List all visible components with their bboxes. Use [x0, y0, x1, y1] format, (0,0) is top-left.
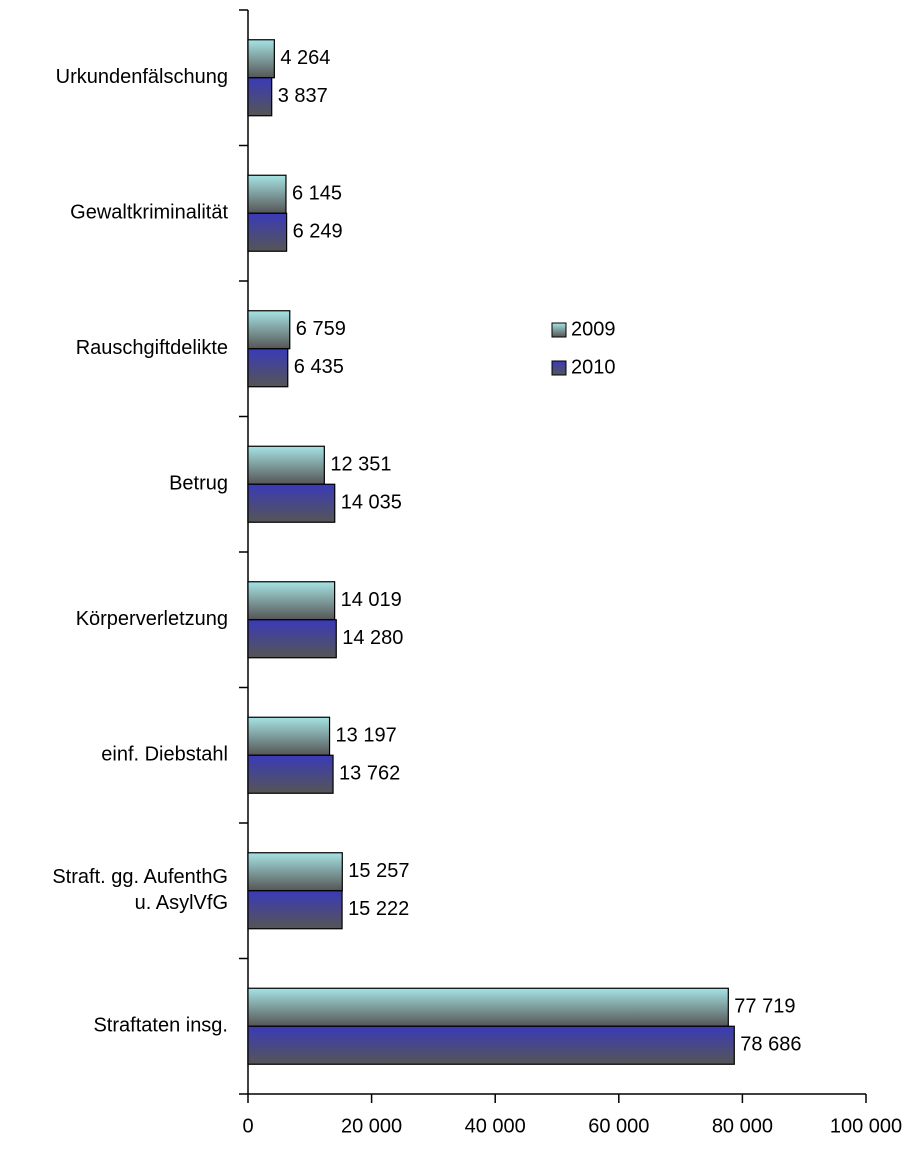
- bar: [247, 483, 336, 523]
- category-label: einf. Diebstahl: [101, 744, 228, 766]
- value-label: 13 197: [336, 725, 397, 747]
- category-label: Straft. gg. AufenthG u. AsylVfG: [52, 866, 228, 914]
- category-label: Körperverletzung: [76, 608, 228, 630]
- bar: [247, 890, 343, 930]
- category-label: Urkundenfälschung: [56, 66, 228, 88]
- value-label: 14 280: [342, 627, 403, 649]
- value-label: 12 351: [330, 454, 391, 476]
- value-label: 15 257: [348, 860, 409, 882]
- value-label: 6 759: [296, 318, 346, 340]
- x-tick-label: 40 000: [465, 1115, 526, 1137]
- legend-label: 2010: [571, 356, 616, 378]
- category-label: Betrug: [169, 473, 228, 495]
- value-label: 13 762: [339, 763, 400, 785]
- bar: [247, 174, 287, 214]
- x-tick-label: 20 000: [341, 1115, 402, 1137]
- bar: [247, 619, 337, 659]
- bar: [247, 212, 288, 252]
- x-tick-label: 60 000: [588, 1115, 649, 1137]
- category-label: Gewaltkriminalität: [70, 202, 228, 224]
- bar: [247, 852, 343, 892]
- value-label: 14 035: [341, 492, 402, 514]
- value-label: 6 249: [293, 221, 343, 243]
- bar: [247, 581, 336, 621]
- bar: [247, 77, 273, 117]
- value-label: 6 145: [292, 183, 342, 205]
- value-label: 15 222: [348, 898, 409, 920]
- legend-label: 2009: [571, 318, 616, 340]
- value-label: 77 719: [734, 996, 795, 1018]
- bar: [247, 987, 729, 1027]
- bar: [247, 348, 289, 388]
- value-label: 78 686: [740, 1034, 801, 1056]
- legend-swatch: [551, 322, 567, 338]
- x-tick-label: 100 000: [830, 1115, 902, 1137]
- category-label: Straftaten insg.: [93, 1015, 228, 1037]
- bar: [247, 445, 325, 485]
- value-label: 4 264: [280, 47, 330, 69]
- value-label: 3 837: [278, 85, 328, 107]
- legend-swatch: [551, 360, 567, 376]
- category-label: Rauschgiftdelikte: [76, 337, 228, 359]
- bar: [247, 1025, 735, 1065]
- bar: [247, 754, 334, 794]
- bar: [247, 716, 331, 756]
- value-label: 14 019: [341, 589, 402, 611]
- value-label: 6 435: [294, 356, 344, 378]
- bar: [247, 39, 275, 79]
- x-tick-label: 80 000: [712, 1115, 773, 1137]
- x-tick-label: 0: [242, 1115, 253, 1137]
- bar: [247, 310, 291, 350]
